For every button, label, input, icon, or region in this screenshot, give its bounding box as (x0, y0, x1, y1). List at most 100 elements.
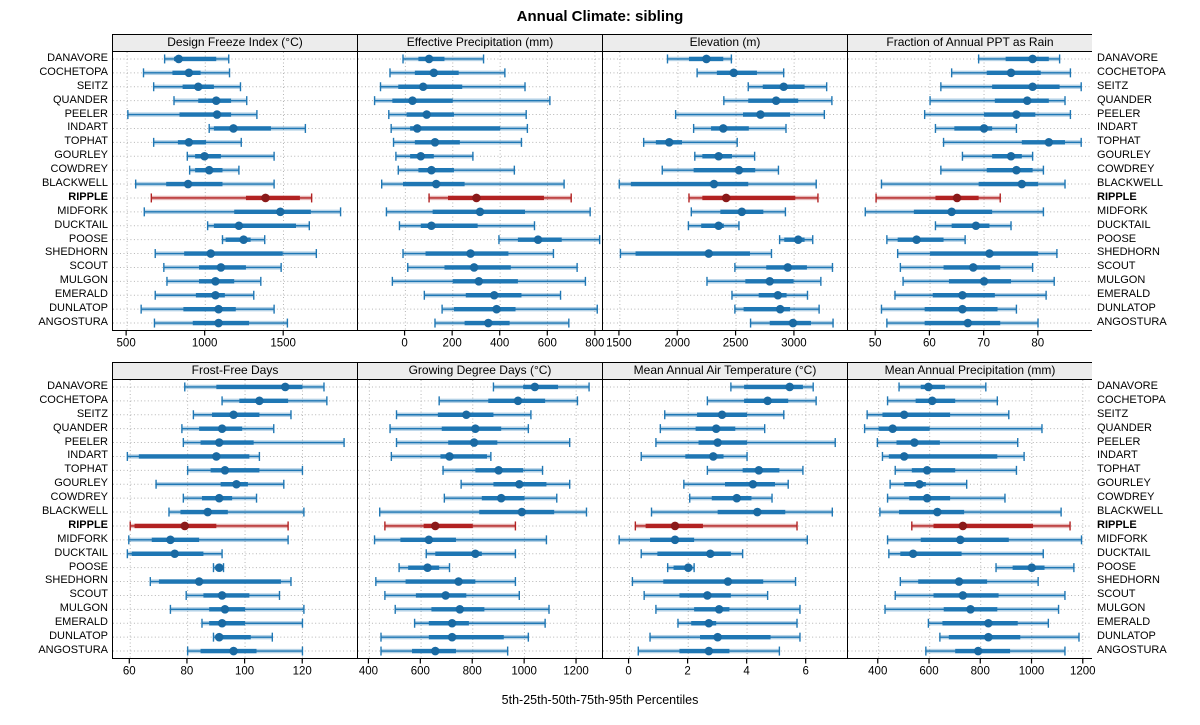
panel-title: Growing Degree Days (°C) (357, 362, 602, 380)
site-label-ripple: RIPPLE (1097, 518, 1137, 531)
site-label-angostura: ANGOSTURA (38, 643, 108, 656)
panel-x-axis: 0 2 4 6 (625, 659, 809, 678)
axis-tick-label: 600 (919, 666, 938, 678)
site-label-mulgon: MULGON (59, 274, 108, 287)
axis-tick-label: 4 (743, 666, 750, 678)
trellis-row-1: DANAVORE COCHETOPA SEITZ QUANDER PEELER INDAR… (0, 34, 1200, 350)
site-label-cowdrey: COWDREY (1097, 491, 1155, 504)
site-label-shedhorn: SHEDHORN (45, 246, 108, 259)
panel-title: Mean Annual Air Temperature (°C) (602, 362, 847, 380)
site-label-scout: SCOUT (69, 588, 109, 601)
site-label-peeler: PEELER (1097, 107, 1141, 120)
axis-tick-label: 100 (235, 666, 254, 678)
panel-plot (358, 380, 602, 658)
axis-tick-label: 1500 (270, 338, 296, 350)
site-label-tophat: TOPHAT (1097, 135, 1141, 148)
site-label-ducktail: DUCKTAIL (1097, 218, 1151, 231)
site-label-indart: INDART (1097, 449, 1138, 462)
panel-x-axis: 60 80 100 120 (123, 659, 312, 678)
site-label-ripple: RIPPLE (68, 518, 108, 531)
site-label-danavore: DANAVORE (47, 52, 108, 64)
site-label-midfork: MIDFORK (1097, 204, 1148, 217)
site-label-emerald: EMERALD (1097, 288, 1151, 301)
site-label-midfork: MIDFORK (57, 204, 108, 217)
site-label-scout: SCOUT (1097, 588, 1136, 601)
axis-tick-label: 50 (869, 338, 882, 350)
axis-tick-label: 1000 (192, 338, 218, 350)
site-label-poose: POOSE (68, 232, 108, 245)
site-label-poose: POOSE (68, 560, 108, 573)
site-label-midfork: MIDFORK (1097, 532, 1148, 545)
site-label-seitz: SEITZ (76, 79, 108, 92)
site-label-mulgon: MULGON (59, 602, 108, 615)
panel-plot (603, 52, 847, 330)
axis-tick-label: 60 (123, 666, 136, 678)
axis-tick-label: 0 (401, 338, 407, 350)
site-label-tophat: TOPHAT (64, 463, 108, 476)
panel-title: Design Freeze Index (°C) (112, 34, 357, 52)
site-label-danavore: DANAVORE (1097, 52, 1158, 64)
panel-x-axis: 400 600 800 1000 1200 (359, 659, 589, 678)
axis-tick-label: 80 (181, 666, 194, 678)
site-label-poose: POOSE (1097, 560, 1137, 573)
panel-title: Mean Annual Precipitation (mm) (847, 362, 1092, 380)
site-label-angostura: ANGOSTURA (38, 315, 108, 328)
site-label-mulgon: MULGON (1097, 602, 1146, 615)
panel-mean-annual-air-temperature-c: Mean Annual Air Temperature (°C) 0 2 4 6 (602, 362, 847, 678)
axis-tick-label: 1200 (563, 666, 589, 678)
site-label-blackwell: BLACKWELL (41, 177, 108, 190)
site-label-midfork: MIDFORK (57, 532, 108, 545)
site-label-blackwell: BLACKWELL (1097, 177, 1164, 190)
panel-mean-annual-precipitation-mm: Mean Annual Precipitation (mm) 400 600 800 1… (847, 362, 1096, 678)
site-label-scout: SCOUT (69, 260, 109, 273)
axis-tick-label: 1200 (1070, 666, 1096, 678)
panel-design-freeze-index-c: Design Freeze Index (°C) 500 1000 1500 (112, 34, 357, 350)
site-label-quander: QUANDER (1097, 421, 1153, 434)
site-label-indart: INDART (67, 121, 108, 134)
site-label-mulgon: MULGON (1097, 274, 1146, 287)
page-title: Annual Climate: sibling (516, 8, 684, 25)
site-label-peeler: PEELER (1097, 435, 1141, 448)
trellis-chart: DANAVORE COCHETOPA SEITZ QUANDER PEELER INDAR… (0, 34, 1200, 678)
panel-title: Effective Precipitation (mm) (357, 34, 602, 52)
site-label-angostura: ANGOSTURA (1097, 643, 1167, 656)
axis-tick-label: 400 (490, 338, 509, 350)
site-label-danavore: DANAVORE (47, 380, 108, 392)
panel-x-axis: 400 600 800 1000 1200 (868, 659, 1096, 678)
site-label-ripple: RIPPLE (68, 190, 108, 203)
axis-tick-label: 800 (585, 338, 604, 350)
site-label-tophat: TOPHAT (1097, 463, 1141, 476)
site-label-blackwell: BLACKWELL (41, 505, 108, 518)
axis-tick-label: 400 (868, 666, 887, 678)
axis-tick-label: 2 (684, 666, 690, 678)
site-label-dunlatop: DUNLATOP (1097, 302, 1156, 315)
site-label-blackwell: BLACKWELL (1097, 505, 1164, 518)
panel-x-axis: 50 60 70 80 (869, 331, 1044, 350)
axis-tick-label: 800 (971, 666, 990, 678)
axis-tick-label: 600 (538, 338, 557, 350)
site-label-quander: QUANDER (1097, 93, 1153, 106)
panel-plot (848, 52, 1092, 330)
axis-tick-label: 1000 (511, 666, 537, 678)
panel-growing-degree-days-c: Growing Degree Days (°C) 400 600 800 1000 120… (357, 362, 602, 678)
site-label-indart: INDART (1097, 121, 1138, 134)
site-label-poose: POOSE (1097, 232, 1137, 245)
site-label-gourley: GOURLEY (1097, 149, 1151, 162)
site-label-gourley: GOURLEY (54, 149, 108, 162)
site-label-cowdrey: COWDREY (50, 491, 108, 504)
panel-plot (848, 380, 1092, 658)
site-label-ducktail: DUCKTAIL (54, 546, 108, 559)
axis-tick-label: 2500 (723, 338, 749, 350)
site-label-ducktail: DUCKTAIL (1097, 546, 1151, 559)
panel-plot (358, 52, 602, 330)
panel-title: Frost-Free Days (112, 362, 357, 380)
site-label-quander: QUANDER (52, 93, 108, 106)
site-labels-right: DANAVORE COCHETOPA SEITZ QUANDER PEELER INDAR… (1092, 362, 1198, 677)
axis-tick-label: 80 (1031, 338, 1044, 350)
axis-tick-label: 0 (625, 666, 631, 678)
axis-tick-label: 70 (977, 338, 990, 350)
site-label-gourley: GOURLEY (1097, 477, 1151, 490)
site-label-cochetopa: COCHETOPA (1097, 393, 1166, 406)
site-label-cochetopa: COCHETOPA (39, 65, 108, 78)
